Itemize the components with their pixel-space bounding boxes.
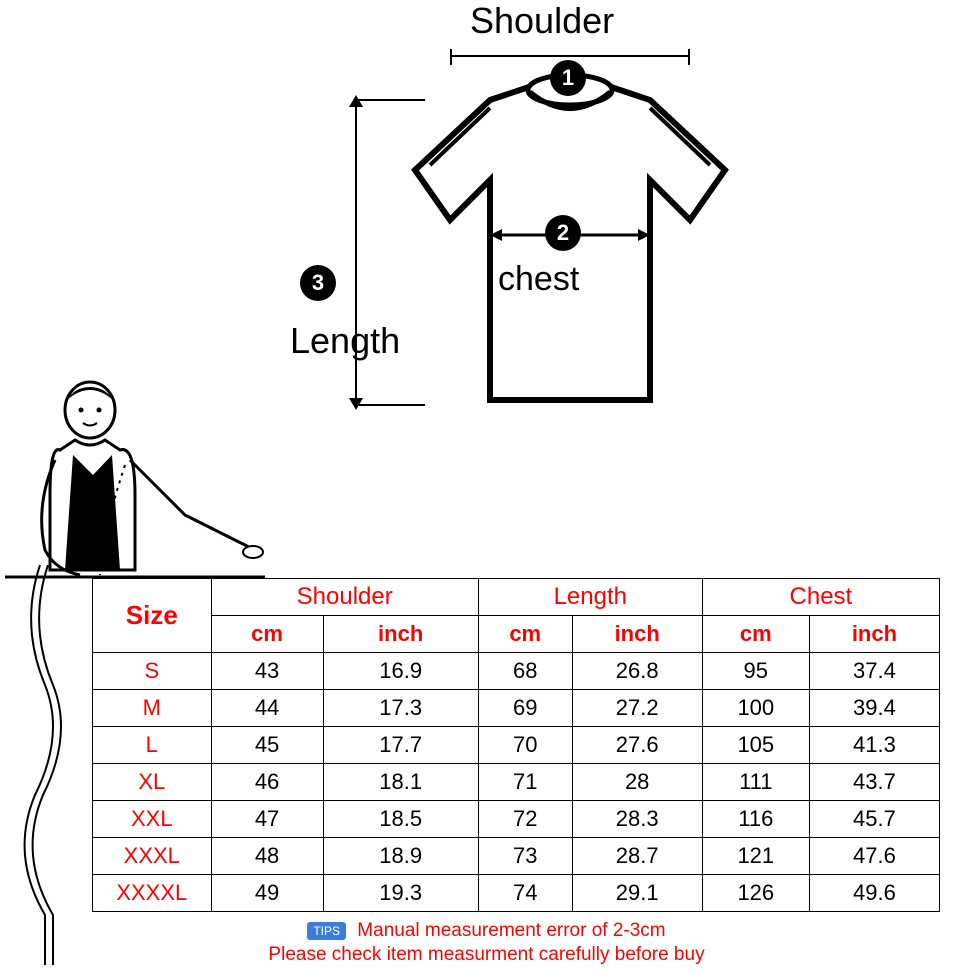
length-guide-top — [355, 99, 425, 101]
size-cell: S — [93, 653, 212, 690]
marker-chest: 2 — [545, 215, 581, 251]
length-in-cell: 27.2 — [572, 690, 702, 727]
chest-in-cell: 43.7 — [809, 764, 939, 801]
length-in-cell: 29.1 — [572, 875, 702, 912]
length-in-cell: 26.8 — [572, 653, 702, 690]
length-arrow-up — [349, 95, 363, 107]
length-in-cell: 28.3 — [572, 801, 702, 838]
chest-cm-cell: 105 — [702, 727, 809, 764]
chest-in-cell: 49.6 — [809, 875, 939, 912]
length-guide-bottom — [355, 404, 425, 406]
table-row: XXL4718.57228.311645.7 — [93, 801, 940, 838]
table-row: XXXL4818.97328.712147.6 — [93, 838, 940, 875]
tailor-icon — [5, 375, 265, 595]
shoulder-cm-cell: 44 — [211, 690, 323, 727]
unit-inch: inch — [323, 616, 478, 653]
chest-in-cell: 37.4 — [809, 653, 939, 690]
shoulder-cm-cell: 46 — [211, 764, 323, 801]
length-cm-cell: 69 — [478, 690, 572, 727]
shoulder-in-cell: 18.9 — [323, 838, 478, 875]
chest-in-cell: 47.6 — [809, 838, 939, 875]
length-in-cell: 27.6 — [572, 727, 702, 764]
chest-in-cell: 39.4 — [809, 690, 939, 727]
size-cell: XXL — [93, 801, 212, 838]
size-cell: L — [93, 727, 212, 764]
table-row: XL4618.1712811143.7 — [93, 764, 940, 801]
shoulder-cm-cell: 49 — [211, 875, 323, 912]
length-cm-cell: 71 — [478, 764, 572, 801]
footer-line-2: Please check item measurment carefully b… — [0, 944, 973, 966]
chest-in-cell: 41.3 — [809, 727, 939, 764]
length-label: Length — [290, 320, 400, 362]
size-cell: XXXXL — [93, 875, 212, 912]
shoulder-cm-cell: 45 — [211, 727, 323, 764]
shoulder-in-cell: 19.3 — [323, 875, 478, 912]
shoulder-cm-cell: 43 — [211, 653, 323, 690]
length-cm-cell: 74 — [478, 875, 572, 912]
footer-line-1: TIPS Manual measurement error of 2-3cm — [0, 920, 973, 942]
table-row: S4316.96826.89537.4 — [93, 653, 940, 690]
size-header: Size — [93, 579, 212, 653]
chest-cm-cell: 95 — [702, 653, 809, 690]
chest-cm-cell: 100 — [702, 690, 809, 727]
footer-text-1: Manual measurement error of 2-3cm — [357, 920, 665, 941]
tips-badge: TIPS — [307, 922, 346, 940]
marker-shoulder: 1 — [550, 60, 586, 96]
shoulder-in-cell: 18.1 — [323, 764, 478, 801]
size-cell: M — [93, 690, 212, 727]
shoulder-in-cell: 17.3 — [323, 690, 478, 727]
table-row: M4417.36927.210039.4 — [93, 690, 940, 727]
table-row: XXXXL4919.37429.112649.6 — [93, 875, 940, 912]
chest-label: chest — [498, 260, 579, 299]
shoulder-in-cell: 16.9 — [323, 653, 478, 690]
length-cm-cell: 68 — [478, 653, 572, 690]
unit-cm: cm — [702, 616, 809, 653]
chest-cm-cell: 111 — [702, 764, 809, 801]
chest-in-cell: 45.7 — [809, 801, 939, 838]
unit-cm: cm — [478, 616, 572, 653]
measuring-tape-icon — [10, 565, 70, 965]
length-in-cell: 28.7 — [572, 838, 702, 875]
shoulder-in-cell: 17.7 — [323, 727, 478, 764]
size-chart-table: Size Shoulder Length Chest cm inch cm in… — [92, 578, 940, 912]
shoulder-cm-cell: 48 — [211, 838, 323, 875]
shoulder-dimension-line — [450, 55, 690, 57]
unit-inch: inch — [809, 616, 939, 653]
table-row: L4517.77027.610541.3 — [93, 727, 940, 764]
unit-inch: inch — [572, 616, 702, 653]
chest-cm-cell: 126 — [702, 875, 809, 912]
marker-length: 3 — [300, 265, 336, 301]
shoulder-header: Shoulder — [211, 579, 478, 616]
length-in-cell: 28 — [572, 764, 702, 801]
chest-cm-cell: 116 — [702, 801, 809, 838]
shoulder-in-cell: 18.5 — [323, 801, 478, 838]
shoulder-cm-cell: 47 — [211, 801, 323, 838]
unit-cm: cm — [211, 616, 323, 653]
length-cm-cell: 73 — [478, 838, 572, 875]
chest-cm-cell: 121 — [702, 838, 809, 875]
chest-header: Chest — [702, 579, 939, 616]
measurement-diagram: Shoulder 1 2 3 chest Length — [0, 0, 973, 560]
shoulder-label: Shoulder — [470, 0, 614, 42]
length-arrow-down — [349, 398, 363, 410]
size-cell: XL — [93, 764, 212, 801]
length-header: Length — [478, 579, 702, 616]
length-cm-cell: 70 — [478, 727, 572, 764]
size-cell: XXXL — [93, 838, 212, 875]
length-cm-cell: 72 — [478, 801, 572, 838]
